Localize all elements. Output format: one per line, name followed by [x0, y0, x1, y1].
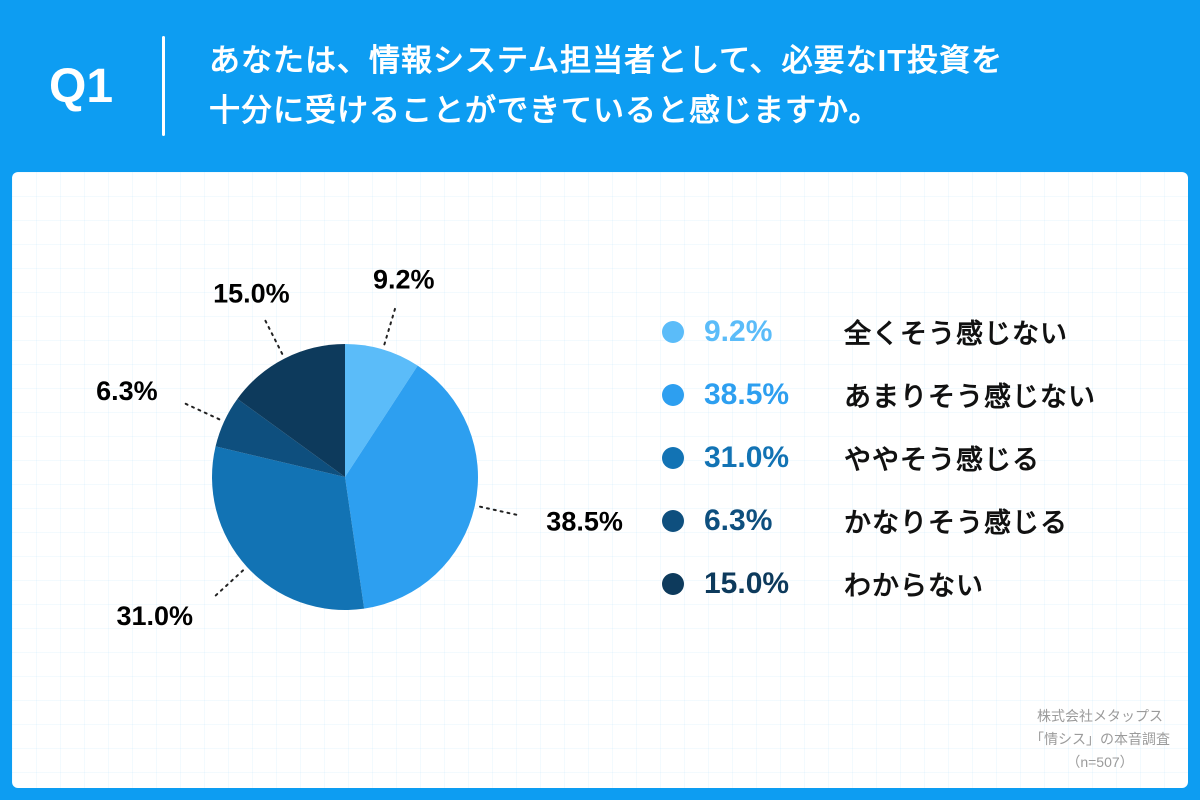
header-divider	[162, 36, 165, 136]
label-leader-line-0	[383, 305, 397, 346]
question-line-1: あなたは、情報システム担当者として、必要なIT投資を	[209, 42, 1004, 78]
legend-dot-icon	[662, 320, 684, 343]
legend-dot-icon	[662, 446, 684, 469]
legend-row-1: 38.5% あまりそう感じない	[662, 363, 1096, 426]
slice-value-label-2: 31.0%	[116, 601, 193, 631]
source-line-2: 「情シス」の本音調査	[1030, 730, 1170, 747]
slice-value-label-1: 38.5%	[546, 506, 623, 536]
legend-dot-icon	[662, 509, 684, 532]
legend-label: ややそう感じる	[844, 445, 1040, 475]
legend-percent: 15.0%	[704, 566, 790, 600]
slice-value-label-3: 6.3%	[96, 376, 158, 406]
legend-label: あまりそう感じない	[844, 382, 1096, 412]
label-leader-line-2	[212, 569, 244, 599]
question-number: Q1	[48, 59, 114, 113]
source-line-1: 株式会社メタップス	[1037, 707, 1163, 724]
legend-percent: 9.2%	[704, 314, 773, 348]
pie-slice-0	[345, 344, 418, 477]
legend-dot-icon	[662, 572, 684, 595]
slice-value-label-4: 15.0%	[213, 278, 290, 308]
legend-row-2: 31.0% ややそう感じる	[662, 426, 1096, 489]
chart-card: 9.2% 38.5% 31.0% 6.3% 15.0% 9.2% 全くそう感じない 38.5…	[12, 172, 1188, 788]
question-line-2: 十分に受けることができていると感じますか。	[209, 93, 881, 128]
legend-row-0: 9.2% 全くそう感じない	[662, 300, 1096, 363]
pie-slice-3	[215, 398, 345, 477]
legend-label: かなりそう感じる	[844, 508, 1068, 538]
legend-row-3: 6.3% かなりそう感じる	[662, 489, 1096, 552]
legend-label: 全くそう感じない	[844, 319, 1068, 349]
legend-percent: 6.3%	[704, 503, 773, 537]
pie-chart: 9.2% 38.5% 31.0% 6.3% 15.0%	[96, 264, 623, 631]
source-line-3: （n=507）	[1066, 753, 1134, 770]
legend-label: わからない	[844, 571, 984, 601]
pie-slice-4	[237, 344, 345, 477]
legend-percent: 31.0%	[704, 440, 790, 474]
question-text: あなたは、情報システム担当者として、必要なIT投資を 十分に受けることができてい…	[209, 36, 1003, 136]
pie-slice-1	[345, 365, 478, 609]
label-leader-line-4	[263, 317, 284, 355]
question-header: Q1 あなたは、情報システム担当者として、必要なIT投資を 十分に受けることがで…	[0, 0, 1200, 172]
legend: 9.2% 全くそう感じない 38.5% あまりそう感じない 31.0% ややそう感じる 6.…	[662, 300, 1096, 615]
legend-percent: 38.5%	[704, 377, 790, 411]
label-leader-line-1	[479, 505, 520, 517]
slice-value-label-0: 9.2%	[373, 264, 435, 294]
source-note: 株式会社メタップス 「情シス」の本音調査 （n=507）	[1030, 705, 1170, 774]
legend-dot-icon	[662, 383, 684, 406]
label-leader-line-3	[182, 401, 221, 421]
legend-row-4: 15.0% わからない	[662, 552, 1096, 615]
pie-slice-2	[212, 446, 365, 610]
